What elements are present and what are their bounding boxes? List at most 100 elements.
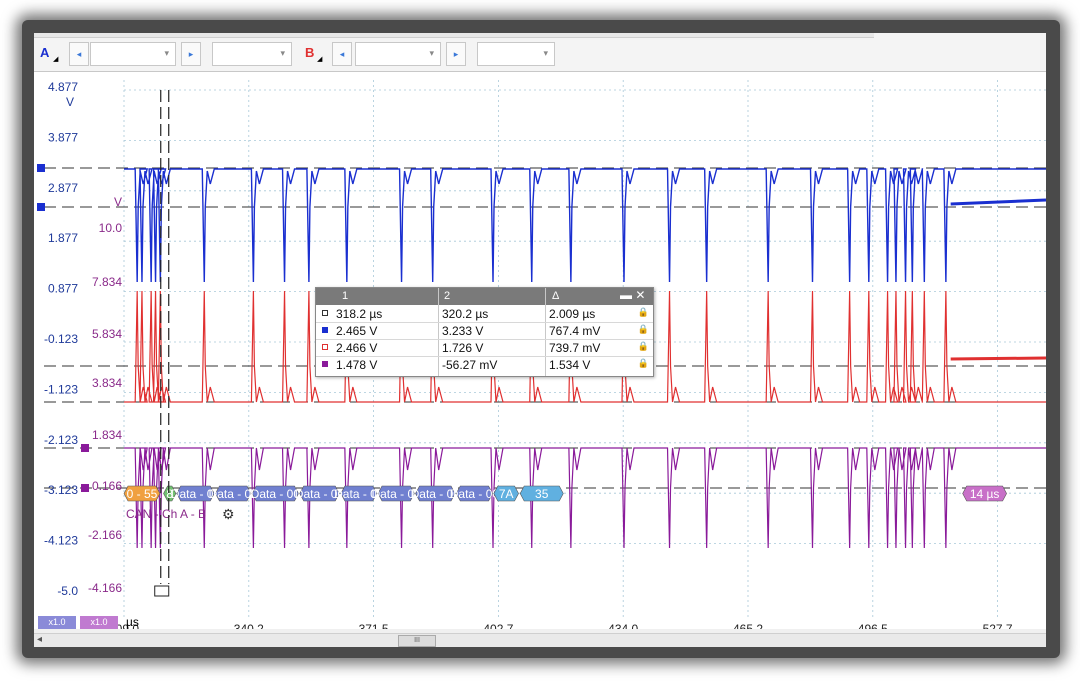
y-left-tick-label: -3.123 [44,483,78,497]
measurement-row: 2.466 V 1.726 V 739.7 mV 🔒 [316,339,653,357]
decoder-frame [299,485,340,502]
decoder-frame [176,485,215,502]
chevron-down-icon: ▾ [543,48,548,58]
header-delta: Δ [552,290,560,302]
channel-marker-purple [81,444,89,452]
y-left-tick-label: 4.877 [48,80,78,94]
y-right-tick-label: 10.0 [99,221,123,235]
decoder-frame-label: Data - 00 [334,487,384,501]
lock-icon[interactable]: 🔒 [637,341,649,351]
y-left-tick-label: -2.123 [44,433,78,447]
toolbar: A ◢ ◂ ▾ ▸ ▾ B ◢ ◂ ▾ ▸ ▾ [34,33,1046,72]
decoder-frame [251,485,299,502]
chevron-down-icon: ▾ [164,48,169,58]
channel-swatch [322,344,328,350]
scope-plot-area[interactable]: 309.0 340.2 371.5 402.7 434.0 465.2 496.5 527.7… [34,72,1047,636]
decoder-frame [493,485,519,502]
toolbar-top-strip [34,33,874,38]
channel-a-prev-button[interactable]: ◂ [69,42,89,66]
decoder-frame-label: Data - 00 [295,487,345,501]
channel-b-next-button[interactable]: ▸ [446,42,466,66]
time-cursor-2: 320.2 µs [442,307,489,321]
y-left-tick-label: 1.877 [48,231,78,245]
y-left-unit: V [66,95,74,109]
decoder-frame [455,485,493,502]
zoom-badge-b[interactable]: x1.0 [80,616,118,629]
decoder-frame-label: 8 [166,487,173,501]
zoom-badge-a[interactable]: x1.0 [38,616,76,629]
channel-a-select-2[interactable]: ▾ [212,42,292,66]
y-right-tick-label: 7.834 [92,275,122,289]
purple-delta: 1.534 V [549,358,591,372]
close-icon[interactable]: ▬ ✕ [620,288,646,302]
decoder-frame-label: Data - 00 [171,487,221,501]
decoder-frame-label: 7A [499,487,514,501]
trace-purple [124,447,1046,549]
channel-swatch [322,327,328,333]
chevron-down-icon: ▾ [280,48,285,58]
x-tick-label: 527.7 [983,622,1013,629]
channel-a-menu-icon[interactable]: ◢ [53,56,59,63]
header-cursor-1: 1 [342,290,349,302]
decoder-frame-label: 14 µs [970,487,1000,501]
trace-blue-tail [950,198,1047,206]
gear-icon: ⚙ [222,506,235,522]
cursor-measurement-table[interactable]: 1 2 Δ ▬ ✕ 318.2 µs 320.2 µs 2.009 µs 🔒 2… [315,287,654,377]
decoder-channel-label: CAN - Ch A - B [126,507,206,521]
channel-a-next-button[interactable]: ▸ [181,42,201,66]
y-left-tick-label: 0.877 [48,282,78,296]
red-delta: 739.7 mV [549,341,601,355]
chevron-down-icon: ▾ [429,48,434,58]
header-cursor-2: 2 [444,290,451,302]
channel-a-select-1[interactable]: ▾ [90,42,176,66]
y-left-tick-label: 2.877 [48,181,78,195]
x-tick-label: 465.2 [733,622,763,629]
lock-icon[interactable]: 🔒 [637,324,649,334]
red-cursor-2: 1.726 V [442,341,484,355]
y-left-tick-label: -0.123 [44,332,78,346]
measurement-row: 2.465 V 3.233 V 767.4 mV 🔒 [316,322,653,340]
decoder-frame [163,485,177,502]
y-right-tick-label: 0.166 [92,479,122,493]
purple-cursor-2: -56.27 mV [442,358,498,372]
trace-red-tail [950,356,1047,361]
decoder-frame [377,485,415,502]
decoder-frame-label: Data - 00 [209,487,259,501]
decoder-frame-label: Data - 00 [450,487,500,501]
y-left-tick-label: 3.877 [48,130,78,144]
measurement-row: 1.478 V -56.27 mV 1.534 V 🔒 [316,356,653,373]
horizontal-scrollbar[interactable]: ◂ III [34,633,1046,647]
channel-a-label[interactable]: A [40,45,50,60]
decoder-frame [340,485,378,502]
scroll-thumb[interactable]: III [398,635,436,647]
x-tick-label: 434.0 [608,622,638,629]
blue-delta: 767.4 mV [549,324,601,338]
y-left-tick-label: -1.123 [44,382,78,396]
channel-swatch [322,310,328,316]
blue-cursor-2: 3.233 V [442,324,484,338]
y-right-tick-label: 3.834 [92,376,122,390]
lock-icon[interactable]: 🔒 [637,307,649,317]
channel-b-select-2[interactable]: ▾ [477,42,555,66]
decoder-frame-label: Data - 00 [371,487,421,501]
x-tick-label: 371.5 [359,622,389,629]
trace-red [124,290,1046,403]
scope-window: A ◢ ◂ ▾ ▸ ▾ B ◢ ◂ ▾ ▸ ▾ 309.0 340.2 371.5 4… [34,33,1047,647]
divider [545,288,546,376]
channel-b-prev-button[interactable]: ◂ [332,42,352,66]
lock-icon[interactable]: 🔒 [637,358,649,368]
channel-b-menu-icon[interactable]: ◢ [317,56,323,63]
y-right-tick-label: -4.166 [88,581,122,595]
channel-b-select-1[interactable]: ▾ [355,42,441,66]
decoder-frame [962,485,1007,502]
divider [438,288,439,376]
time-delta: 2.009 µs [549,307,596,321]
channel-marker-blue [37,203,45,211]
x-tick-label: 402.7 [483,622,513,629]
channel-b-label[interactable]: B [305,45,315,60]
y-left-tick-label: -4.123 [44,534,78,548]
time-cursor-1: 318.2 µs [336,307,383,321]
decoder-frame-label: 35 [535,487,549,501]
scroll-left-icon[interactable]: ◂ [37,634,43,645]
measurement-row: 318.2 µs 320.2 µs 2.009 µs 🔒 [316,305,653,323]
